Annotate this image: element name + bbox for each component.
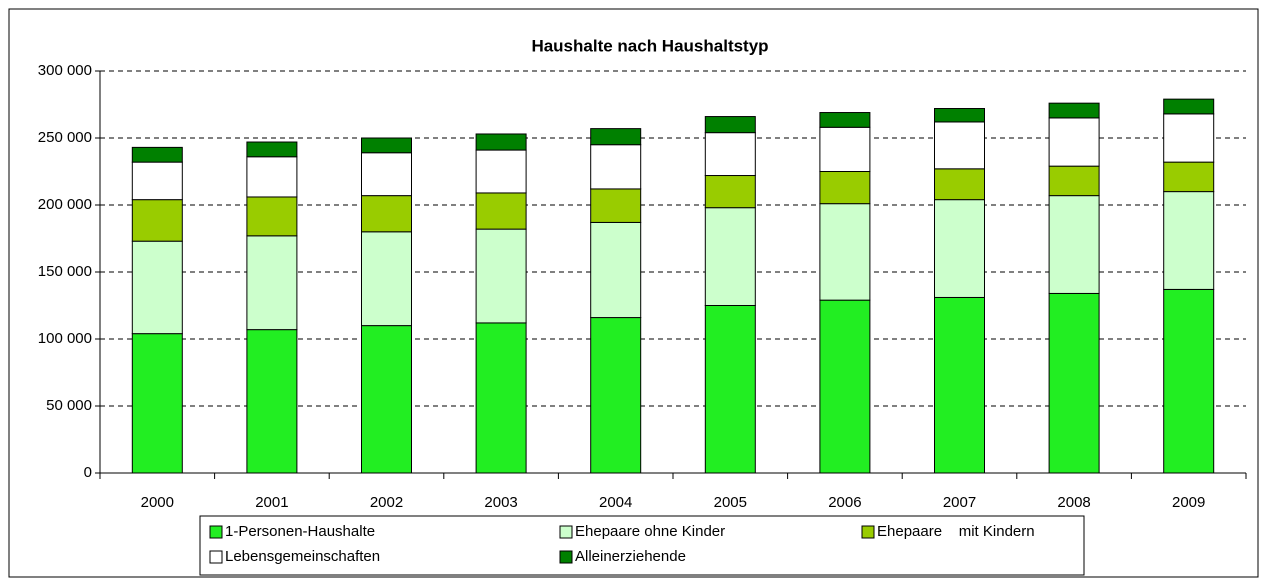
bar-segment: [819, 299, 871, 474]
bar-segment: [131, 333, 183, 474]
bar-segment: [1048, 117, 1100, 167]
y-tick-label: 100 000: [38, 330, 92, 347]
legend-swatch: [209, 525, 223, 539]
bar-segment: [361, 231, 412, 327]
bar-segment: [246, 196, 298, 237]
bar-segment: [1163, 191, 1215, 290]
legend-label: 1-Personen-Haushalte: [225, 523, 375, 540]
y-tick-label: 50 000: [46, 397, 92, 414]
bar-segment: [704, 132, 756, 177]
bar-segment: [1163, 98, 1215, 115]
x-tick-label: 2000: [141, 494, 174, 511]
y-tick-label: 0: [84, 464, 92, 481]
x-tick-label: 2006: [828, 494, 861, 511]
legend-label: Ehepaare mit Kindern: [877, 523, 1035, 540]
bar-segment: [475, 322, 527, 474]
bar-segment: [590, 144, 642, 190]
bar-segment: [1048, 195, 1100, 294]
x-tick-label: 2004: [599, 494, 632, 511]
legend-box: [199, 515, 1085, 576]
x-tick-label: 2009: [1172, 494, 1205, 511]
legend-swatch: [861, 525, 875, 539]
bar-segment: [934, 121, 985, 170]
bar-segment: [590, 221, 642, 319]
x-tick-label: 2007: [943, 494, 976, 511]
bar-segment: [934, 199, 985, 298]
bar-segment: [361, 137, 412, 154]
bar-segment: [361, 195, 412, 233]
bar-segment: [246, 141, 298, 158]
bar-segment: [704, 305, 756, 474]
bar-segment: [704, 116, 756, 134]
bar-segment: [475, 228, 527, 324]
bar-segment: [131, 199, 183, 242]
bar-segment: [246, 156, 298, 198]
bar-segment: [934, 168, 985, 201]
bar-segment: [361, 325, 412, 474]
bar-segment: [1048, 102, 1100, 119]
bar-segment: [475, 192, 527, 230]
bar-segment: [131, 161, 183, 201]
x-tick-label: 2005: [714, 494, 747, 511]
x-tick-label: 2008: [1057, 494, 1090, 511]
bar-segment: [246, 329, 298, 474]
bar-segment: [934, 296, 985, 474]
chart-title: Haushalte nach Haushaltstyp: [531, 36, 768, 55]
bar-segment: [475, 133, 527, 151]
bar-segment: [819, 203, 871, 301]
y-tick-label: 200 000: [38, 196, 92, 213]
bar-segment: [475, 149, 527, 194]
bar-segment: [934, 108, 985, 123]
y-tick-label: 250 000: [38, 129, 92, 146]
bar-segment: [131, 240, 183, 335]
bar-segment: [590, 128, 642, 146]
x-tick-label: 2001: [255, 494, 288, 511]
legend-swatch: [209, 550, 223, 564]
bar-segment: [131, 146, 183, 163]
bar-segment: [246, 235, 298, 331]
legend-label: Lebensgemeinschaften: [225, 548, 380, 565]
legend-swatch: [559, 550, 573, 564]
bar-segment: [1048, 165, 1100, 197]
bar-segment: [819, 171, 871, 205]
legend-swatch: [559, 525, 573, 539]
bar-segment: [704, 207, 756, 306]
bar-segment: [704, 175, 756, 209]
legend-label: Alleinerziehende: [575, 548, 686, 565]
bar-segment: [590, 317, 642, 474]
y-tick-label: 300 000: [38, 62, 92, 79]
legend-label: Ehepaare ohne Kinder: [575, 523, 725, 540]
bar-segment: [1163, 161, 1215, 193]
bar-segment: [1163, 288, 1215, 474]
bar-segment: [361, 152, 412, 197]
bar-segment: [819, 126, 871, 172]
x-tick-label: 2002: [370, 494, 403, 511]
x-tick-label: 2003: [484, 494, 517, 511]
bar-segment: [819, 112, 871, 128]
bar-segment: [1163, 113, 1215, 163]
bar-segment: [590, 188, 642, 223]
bar-segment: [1048, 292, 1100, 474]
y-tick-label: 150 000: [38, 263, 92, 280]
